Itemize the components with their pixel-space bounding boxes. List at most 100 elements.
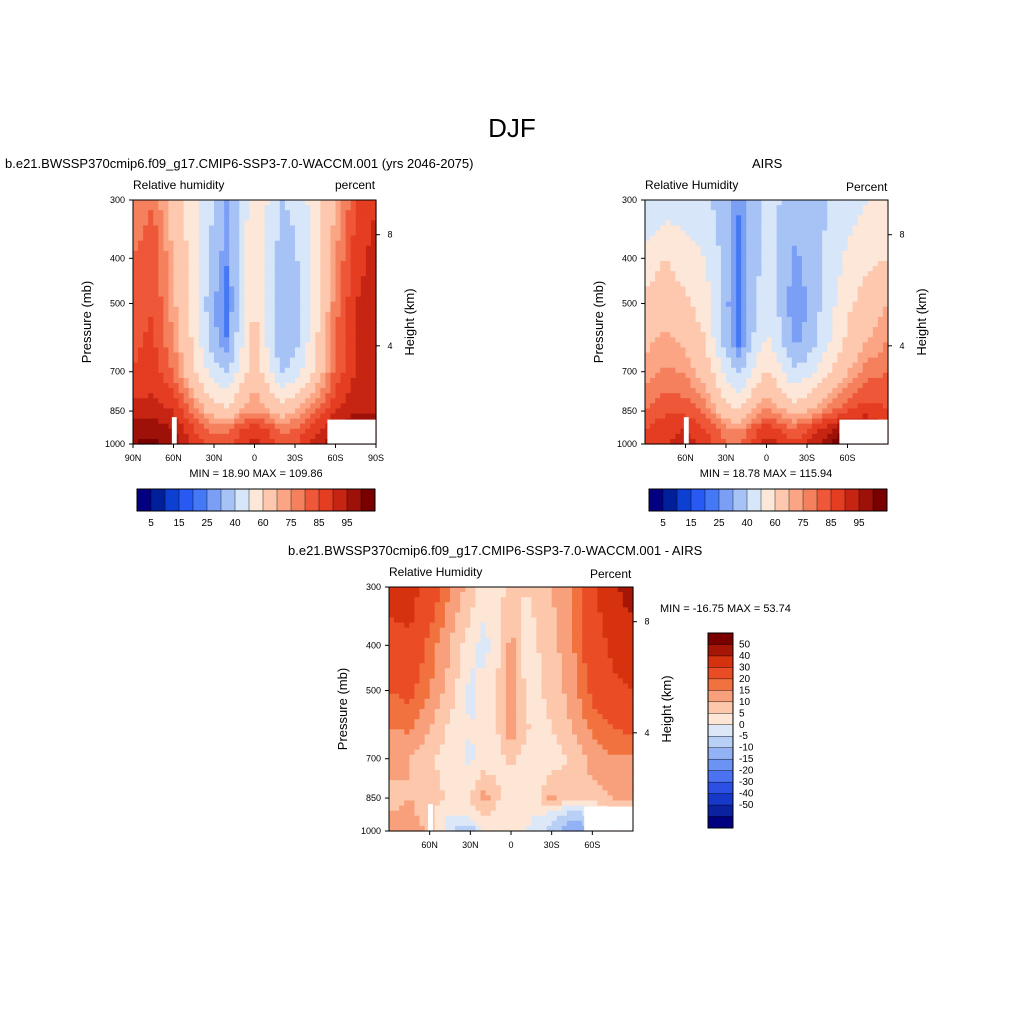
heatmap-cell bbox=[650, 322, 656, 328]
heatmap-cell bbox=[320, 342, 326, 349]
heatmap-cell bbox=[355, 271, 362, 277]
heatmap-cell bbox=[173, 281, 180, 288]
heatmap-cell bbox=[340, 352, 347, 359]
heatmap-cell bbox=[138, 433, 144, 440]
heatmap-cell bbox=[650, 347, 656, 354]
heatmap-cell bbox=[325, 230, 332, 237]
heatmap-cell bbox=[224, 367, 230, 374]
heatmap-cell bbox=[274, 398, 281, 404]
heatmap-cell bbox=[360, 367, 367, 374]
heatmap-cell bbox=[350, 245, 357, 252]
heatmap-cell bbox=[315, 276, 321, 282]
heatmap-cell bbox=[320, 377, 326, 384]
heatmap-cell bbox=[882, 301, 889, 308]
heatmap-cell bbox=[345, 245, 352, 252]
heatmap-cell bbox=[680, 250, 687, 257]
heatmap-cell bbox=[597, 597, 604, 603]
heatmap-cell bbox=[882, 403, 889, 410]
heatmap-cell bbox=[607, 592, 614, 598]
heatmap-cell bbox=[178, 322, 185, 328]
heatmap-cell bbox=[259, 210, 266, 216]
heatmap-cell bbox=[791, 352, 798, 359]
heatmap-cell bbox=[842, 255, 849, 262]
heatmap-cell bbox=[736, 418, 742, 425]
heatmap-cell bbox=[219, 225, 225, 232]
heatmap-cell bbox=[660, 357, 666, 364]
heatmap-cell bbox=[837, 316, 844, 323]
heatmap-cell bbox=[741, 301, 747, 308]
heatmap-cell bbox=[133, 362, 139, 369]
heatmap-cell bbox=[771, 255, 778, 262]
heatmap-cell bbox=[801, 357, 808, 364]
heatmap-cell bbox=[746, 398, 752, 404]
heatmap-cell bbox=[305, 210, 311, 216]
heatmap-cell bbox=[355, 210, 362, 216]
heatmap-cell bbox=[335, 301, 342, 308]
heatmap-cell bbox=[781, 301, 788, 308]
heatmap-cell bbox=[852, 367, 859, 374]
heatmap-cell bbox=[148, 261, 154, 267]
heatmap-cell bbox=[188, 327, 195, 333]
heatmap-cell bbox=[670, 215, 676, 221]
heatmap-cell bbox=[345, 261, 352, 267]
heatmap-cell bbox=[867, 332, 874, 338]
heatmap-cell bbox=[710, 311, 717, 318]
heatmap-cell bbox=[419, 602, 426, 608]
heatmap-cell bbox=[847, 316, 854, 323]
heatmap-cell bbox=[791, 337, 798, 343]
heatmap-cell bbox=[284, 240, 291, 247]
heatmap-cell bbox=[796, 240, 803, 247]
heatmap-cell bbox=[219, 398, 225, 404]
heatmap-cell bbox=[690, 291, 697, 298]
heatmap-cell bbox=[867, 291, 874, 298]
heatmap-cell bbox=[370, 240, 377, 247]
heatmap-cell bbox=[284, 301, 291, 308]
heatmap-cell bbox=[807, 393, 813, 399]
heatmap-cell bbox=[249, 377, 256, 384]
colorbar-swatch bbox=[718, 488, 734, 512]
heatmap-cell bbox=[153, 215, 159, 221]
heatmap-cell bbox=[133, 327, 139, 333]
heatmap-cell bbox=[761, 423, 768, 430]
heatmap-cell bbox=[741, 428, 747, 435]
heatmap-cell bbox=[751, 210, 757, 216]
heatmap-cell bbox=[720, 362, 727, 369]
heatmap-cell bbox=[741, 413, 747, 420]
heatmap-cell bbox=[807, 220, 813, 227]
heatmap-cell bbox=[310, 250, 316, 257]
heatmap-cell bbox=[786, 286, 793, 293]
heatmap-cell bbox=[300, 347, 306, 354]
heatmap-cell bbox=[234, 413, 240, 420]
heatmap-cell bbox=[857, 316, 864, 323]
heatmap-cell bbox=[817, 306, 823, 313]
heatmap-cell bbox=[675, 362, 682, 369]
heatmap-cell bbox=[133, 423, 139, 430]
heatmap-cell bbox=[450, 612, 456, 619]
heatmap-cell bbox=[249, 388, 256, 394]
heatmap-cell bbox=[867, 362, 874, 369]
heatmap-cell bbox=[259, 393, 266, 399]
heatmap-cell bbox=[168, 261, 175, 267]
heatmap-cell bbox=[882, 261, 889, 267]
heatmap-cell bbox=[370, 311, 377, 318]
heatmap-cell bbox=[726, 306, 732, 313]
heatmap-cell bbox=[295, 388, 301, 394]
heatmap-cell bbox=[370, 276, 377, 282]
heatmap-cell bbox=[877, 215, 884, 221]
heatmap-cell bbox=[665, 235, 671, 242]
heatmap-cell bbox=[655, 205, 661, 211]
heatmap-cell bbox=[715, 388, 722, 394]
heatmap-cell bbox=[320, 352, 326, 359]
heatmap-cell bbox=[685, 301, 692, 308]
heatmap-cell bbox=[158, 342, 164, 349]
heatmap-cell bbox=[188, 210, 195, 216]
heatmap-cell bbox=[439, 612, 446, 619]
heatmap-cell bbox=[259, 327, 266, 333]
heatmap-cell bbox=[300, 367, 306, 374]
heatmap-cell bbox=[183, 327, 190, 333]
heatmap-cell bbox=[153, 261, 159, 267]
heatmap-cell bbox=[325, 266, 332, 272]
heatmap-cell bbox=[822, 306, 828, 313]
heatmap-cell bbox=[244, 362, 251, 369]
heatmap-cell bbox=[279, 423, 286, 430]
